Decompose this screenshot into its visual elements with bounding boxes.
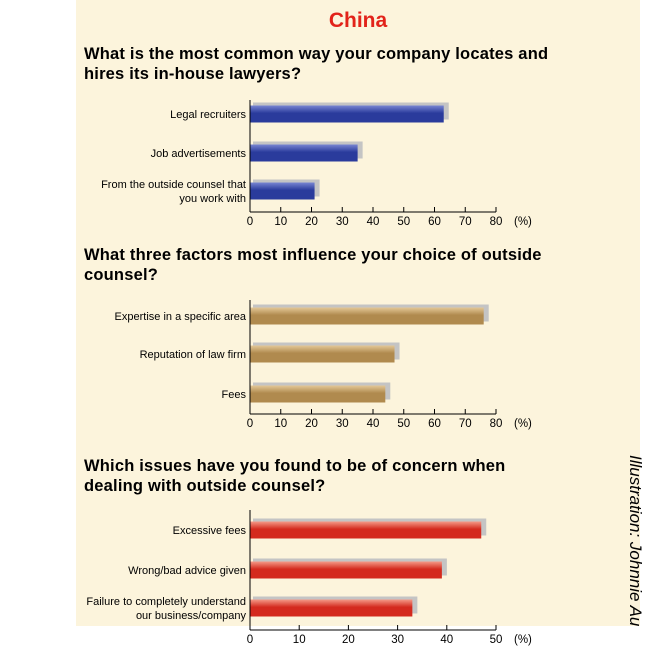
x-tick-label: 50 [397, 216, 410, 228]
category-label: Legal recruiters [170, 109, 246, 121]
category-label: Fees [222, 389, 247, 401]
category-label: Expertise in a specific area [115, 311, 247, 323]
x-tick-label: 30 [336, 418, 349, 430]
category-label: Job advertisements [151, 148, 247, 160]
page-title: China [328, 9, 388, 32]
x-tick-label: 40 [440, 634, 453, 646]
x-tick-label: 50 [397, 418, 410, 430]
bar-excessive-fees [250, 521, 482, 539]
x-tick-label: 20 [342, 634, 355, 646]
x-tick-label: 10 [274, 216, 287, 228]
bar-wrong-bad-advice-given [250, 561, 442, 579]
x-tick-label: 0 [247, 418, 253, 430]
chart-1: Legal recruiters Job advertisements From t… [101, 100, 532, 228]
x-tick-label: 10 [274, 418, 287, 430]
category-label: Wrong/bad advice given [128, 565, 246, 577]
bar-from-the-outside-counsel-that-you-work-with [250, 182, 315, 200]
chart-2: Expertise in a specific area Reputation o… [115, 300, 532, 430]
bar-job-advertisements [250, 144, 358, 162]
x-tick-label: 80 [490, 216, 503, 228]
x-unit-label: (%) [514, 216, 532, 228]
x-tick-label: 40 [367, 418, 380, 430]
chart-2-title: What three factors most influence your c… [84, 246, 542, 284]
x-tick-label: 20 [305, 418, 318, 430]
chart-3: Excessive fees Wrong/bad advice given Fail… [86, 510, 532, 646]
x-tick-label: 70 [459, 216, 472, 228]
x-tick-label: 50 [490, 634, 503, 646]
x-tick-label: 0 [247, 216, 253, 228]
chart-3-title: Which issues have you found to be of con… [84, 457, 506, 495]
x-tick-label: 30 [336, 216, 349, 228]
bar-failure-to-completely-understand-our-business-company [250, 599, 413, 617]
x-tick-label: 60 [428, 418, 441, 430]
x-tick-label: 80 [490, 418, 503, 430]
bar-fees [250, 385, 386, 403]
x-tick-label: 20 [305, 216, 318, 228]
x-tick-label: 10 [293, 634, 306, 646]
chart-1-title: What is the most common way your company… [84, 45, 549, 83]
category-label: Failure to completely understand our busi… [86, 596, 246, 622]
x-unit-label: (%) [514, 634, 532, 646]
category-label: From the outside counsel that you work wi… [101, 179, 246, 205]
category-label: Excessive fees [173, 525, 247, 537]
x-tick-label: 70 [459, 418, 472, 430]
x-unit-label: (%) [514, 418, 532, 430]
bar-reputation-of-law-firm [250, 345, 395, 363]
x-tick-label: 40 [367, 216, 380, 228]
x-tick-label: 30 [391, 634, 404, 646]
illustration-credit: Illustration: Johnnie Au [626, 455, 645, 627]
x-tick-label: 0 [247, 634, 253, 646]
x-tick-label: 60 [428, 216, 441, 228]
bar-legal-recruiters [250, 105, 444, 123]
bar-expertise-in-a-specific-area [250, 307, 484, 325]
category-label: Reputation of law firm [140, 349, 246, 361]
